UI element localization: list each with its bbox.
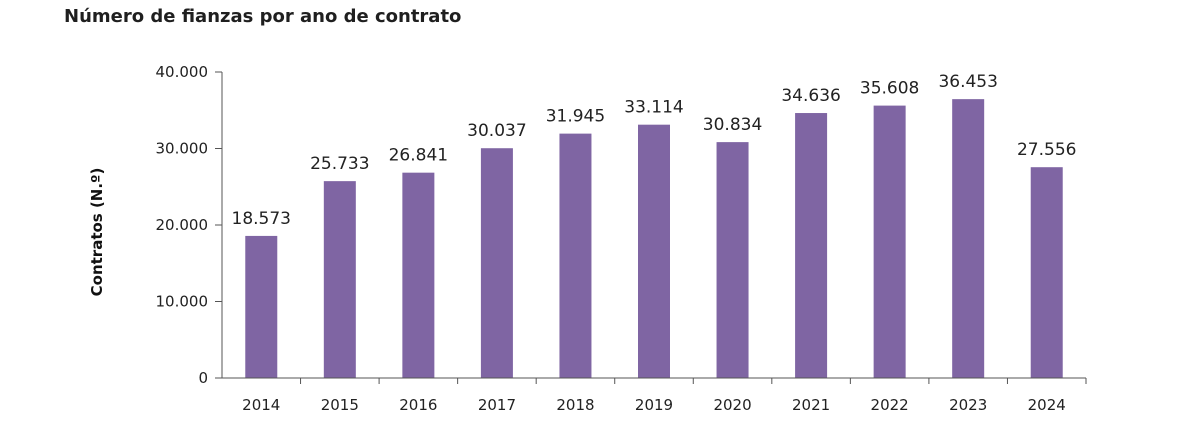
bar-2021 [795, 113, 828, 378]
bar-2014 [245, 235, 278, 378]
data-label-2019: 33.114 [624, 98, 683, 118]
bar-2018 [559, 133, 592, 378]
x-tick-label: 2017 [478, 396, 516, 414]
x-tick-label: 2018 [556, 396, 594, 414]
data-label-2016: 26.841 [389, 146, 448, 166]
y-tick-label: 30.000 [156, 140, 209, 158]
x-tick-label: 2023 [949, 396, 987, 414]
x-tick-label: 2015 [321, 396, 359, 414]
data-label-2014: 18.573 [232, 209, 291, 229]
y-tick-label: 0 [198, 369, 208, 387]
x-tick-label: 2022 [871, 396, 909, 414]
data-label-2024: 27.556 [1017, 140, 1076, 160]
bar-2015 [323, 181, 356, 378]
data-label-2015: 25.733 [310, 154, 369, 174]
x-tick-label: 2016 [399, 396, 437, 414]
x-tick-label: 2021 [792, 396, 830, 414]
bar-2024 [1030, 167, 1063, 378]
y-tick-label: 10.000 [156, 293, 209, 311]
data-label-2018: 31.945 [546, 107, 605, 127]
data-label-2022: 35.608 [860, 79, 919, 99]
data-label-2023: 36.453 [938, 72, 997, 92]
bar-2016 [402, 172, 435, 378]
data-label-2017: 30.037 [467, 121, 526, 141]
y-tick-label: 40.000 [156, 63, 209, 81]
bar-2017 [480, 148, 513, 378]
chart-title: Número de fianzas por ano de contrato [64, 6, 462, 27]
y-tick-label: 20.000 [156, 216, 209, 234]
x-tick-label: 2019 [635, 396, 673, 414]
bar-2019 [638, 124, 670, 378]
bar-2020 [716, 142, 749, 378]
bar-2022 [873, 105, 906, 378]
x-tick-label: 2020 [713, 396, 751, 414]
data-label-2020: 30.834 [703, 115, 762, 135]
bar-2023 [952, 99, 985, 378]
x-tick-label: 2024 [1028, 396, 1066, 414]
data-label-2021: 34.636 [781, 86, 840, 106]
y-axis-label: Contratos (N.º) [88, 168, 106, 297]
x-tick-label: 2014 [242, 396, 280, 414]
